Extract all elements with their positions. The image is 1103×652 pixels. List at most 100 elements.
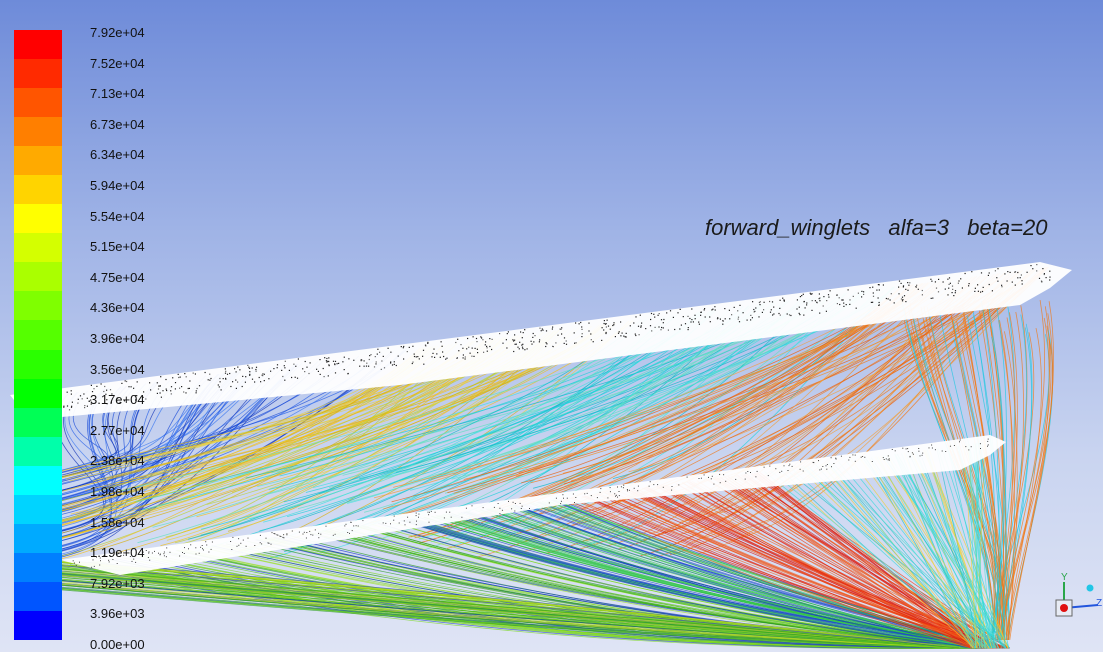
mesh-speckle xyxy=(1041,281,1043,283)
mesh-speckle xyxy=(513,340,515,342)
mesh-speckle xyxy=(206,544,208,546)
mesh-speckle xyxy=(380,368,382,370)
pathline xyxy=(914,451,996,649)
mesh-speckle xyxy=(737,310,739,312)
mesh-speckle xyxy=(170,390,172,392)
pathline xyxy=(977,442,1006,649)
mesh-speckle xyxy=(722,320,724,322)
mesh-speckle xyxy=(205,541,207,543)
mesh-speckle xyxy=(581,328,583,330)
mesh-speckle xyxy=(679,328,681,330)
mesh-speckle xyxy=(809,292,811,294)
mesh-speckle xyxy=(692,321,694,323)
mesh-speckle xyxy=(651,330,653,332)
mesh-speckle xyxy=(538,341,540,343)
mesh-speckle xyxy=(118,553,120,555)
pathline xyxy=(992,314,1027,641)
mesh-speckle xyxy=(590,339,592,341)
mesh-speckle xyxy=(468,346,470,348)
mesh-speckle xyxy=(870,301,872,303)
mesh-speckle xyxy=(353,359,355,361)
mesh-speckle xyxy=(982,286,984,288)
mesh-speckle xyxy=(563,337,566,339)
mesh-speckle xyxy=(811,309,813,311)
mesh-speckle xyxy=(694,318,696,320)
mesh-speckle xyxy=(737,316,740,318)
mesh-speckle xyxy=(286,533,288,535)
mesh-speckle xyxy=(804,307,806,309)
mesh-speckle xyxy=(555,497,557,499)
mesh-speckle xyxy=(398,522,400,524)
mesh-speckle xyxy=(86,405,88,407)
pathline xyxy=(979,310,1005,641)
mesh-speckle xyxy=(328,364,330,366)
axes-triad[interactable]: Y Z xyxy=(1050,568,1103,628)
mesh-speckle xyxy=(374,356,376,358)
mesh-speckle xyxy=(343,356,345,358)
mesh-speckle xyxy=(445,511,447,513)
mesh-speckle xyxy=(261,543,263,545)
pathline xyxy=(832,462,991,649)
mesh-speckle xyxy=(156,382,158,384)
mesh-speckle xyxy=(462,347,464,349)
mesh-speckle xyxy=(637,490,639,492)
mesh-speckle xyxy=(286,534,288,536)
mesh-speckle xyxy=(499,513,501,515)
cyan-dot-icon xyxy=(1086,584,1094,592)
mesh-speckle xyxy=(578,323,580,325)
mesh-speckle xyxy=(827,294,830,296)
mesh-speckle xyxy=(391,364,394,366)
mesh-speckle xyxy=(412,345,414,347)
colorbar-swatch xyxy=(14,291,62,321)
mesh-speckle xyxy=(351,530,353,532)
mesh-speckle xyxy=(519,341,521,343)
mesh-speckle xyxy=(160,376,162,378)
mesh-speckle xyxy=(843,302,845,304)
mesh-speckle xyxy=(710,478,712,480)
mesh-speckle xyxy=(557,334,559,336)
pathline xyxy=(712,478,981,649)
mesh-speckle xyxy=(245,376,247,378)
mesh-speckle xyxy=(551,328,553,330)
mesh-speckle xyxy=(900,298,903,300)
colorbar-swatch xyxy=(14,465,62,496)
mesh-speckle xyxy=(603,320,605,322)
mesh-speckle xyxy=(247,537,249,539)
mesh-speckle xyxy=(779,307,781,309)
mesh-speckle xyxy=(901,296,904,298)
mesh-speckle xyxy=(539,339,541,341)
mesh-speckle xyxy=(320,533,322,535)
mesh-speckle xyxy=(637,325,640,327)
lower-wing-surface xyxy=(60,435,1006,575)
mesh-speckle xyxy=(296,377,299,379)
mesh-speckle xyxy=(267,542,269,544)
mesh-speckle xyxy=(758,316,760,318)
mesh-speckle xyxy=(427,511,429,513)
pathline xyxy=(604,492,993,649)
mesh-speckle xyxy=(987,438,989,440)
mesh-speckle xyxy=(512,501,514,503)
mesh-speckle xyxy=(1042,268,1044,270)
mesh-speckle xyxy=(117,397,119,399)
colorbar-label: 3.96e+04 xyxy=(90,331,145,346)
mesh-speckle xyxy=(464,358,466,360)
mesh-speckle xyxy=(634,333,636,335)
mesh-speckle xyxy=(818,460,819,462)
mesh-speckle xyxy=(319,373,321,375)
mesh-speckle xyxy=(649,325,652,327)
mesh-speckle xyxy=(198,385,201,387)
mesh-speckle xyxy=(566,497,568,499)
pathline xyxy=(59,581,961,649)
mesh-speckle xyxy=(207,379,209,381)
mesh-speckle xyxy=(84,405,86,407)
mesh-speckle xyxy=(408,346,410,348)
mesh-speckle xyxy=(105,393,107,395)
mesh-speckle xyxy=(149,382,151,384)
mesh-speckle xyxy=(154,550,155,552)
mesh-speckle xyxy=(514,339,516,341)
mesh-speckle xyxy=(546,343,548,345)
mesh-speckle xyxy=(648,485,650,487)
mesh-speckle xyxy=(476,341,478,343)
mesh-speckle xyxy=(133,558,135,560)
